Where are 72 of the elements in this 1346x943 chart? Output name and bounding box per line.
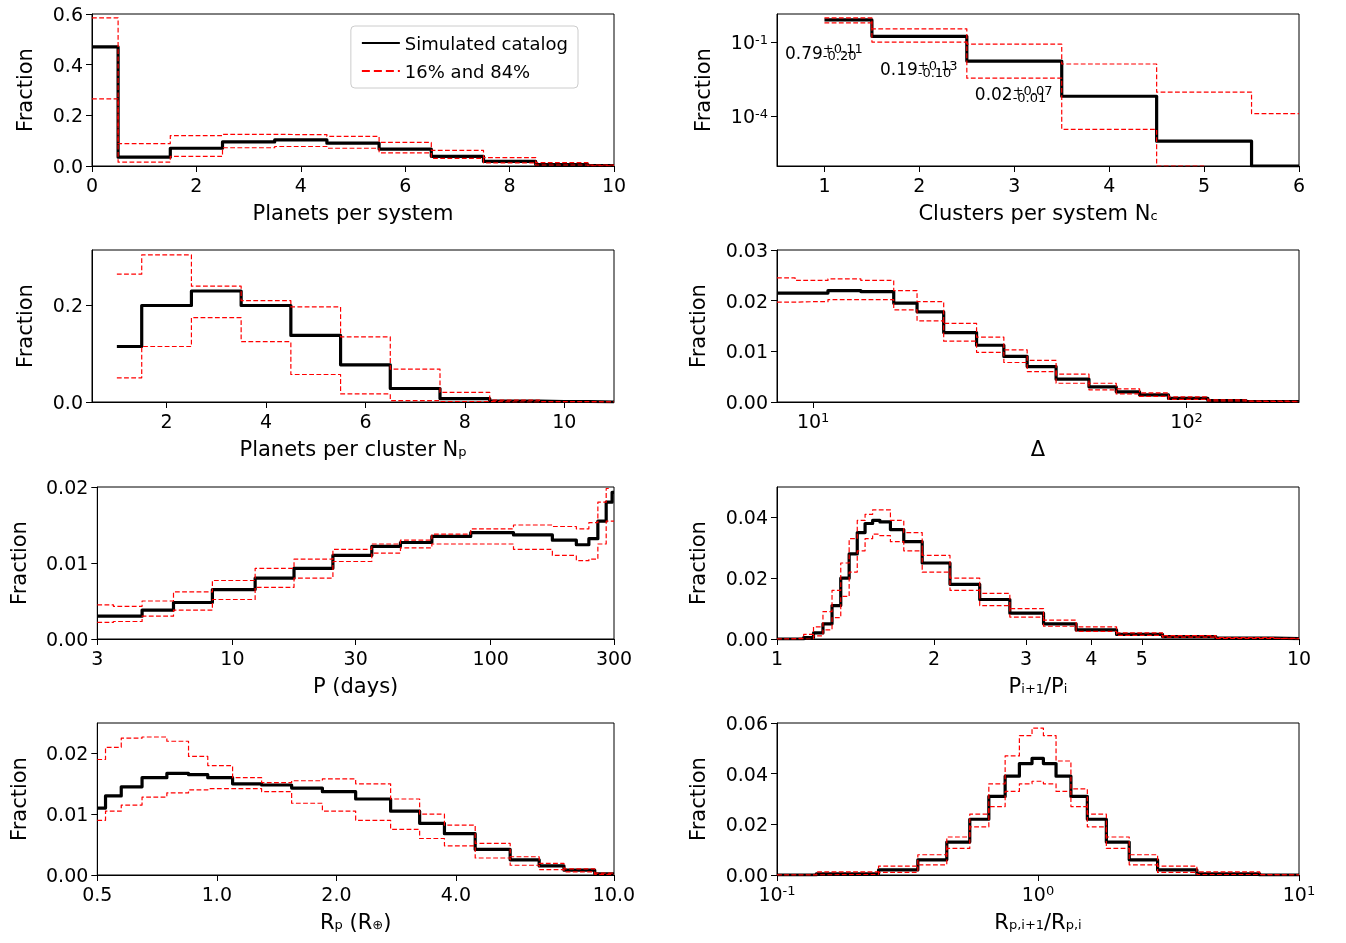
y-tick-label: 0.4: [52, 53, 83, 76]
x-tick-label: 2: [160, 409, 173, 432]
x-tick-label: 6: [1292, 173, 1306, 196]
y-tick-label: 0.02: [725, 567, 769, 590]
x-tick-label: 4: [1085, 646, 1098, 669]
x-tick-label: 5: [1198, 173, 1211, 196]
x-tick-label: 1.0: [201, 882, 232, 905]
y-axis-title: Fraction: [6, 757, 31, 841]
x-tick-label: 10: [220, 646, 245, 669]
y-tick-label: 0.0: [52, 391, 83, 413]
x-tick-label: 4: [294, 173, 307, 196]
y-tick-label: 0.03: [725, 239, 769, 261]
y-tick-label: 0.02: [46, 742, 89, 765]
x-tick-label: 8: [503, 173, 516, 196]
x-tick-label: 2: [928, 646, 941, 669]
x-tick-label: 1: [770, 646, 784, 669]
x-tick-label: 6: [399, 173, 412, 196]
x-axis-title: Pi+1/Pi: [1008, 673, 1068, 698]
y-tick-label: 0.02: [725, 289, 769, 312]
y-tick-label: 0.0: [52, 155, 83, 177]
y-axis-title: Fraction: [686, 521, 711, 605]
x-axis-title: P (days): [313, 673, 399, 698]
x-tick-label: 4: [1103, 173, 1116, 196]
y-tick-label: 0.02: [46, 476, 89, 498]
y-tick-label: 0.2: [52, 294, 83, 317]
x-tick-label: 2: [190, 173, 203, 196]
y-axis-title: Fraction: [13, 284, 38, 368]
y-axis-title: Fraction: [13, 48, 38, 132]
y-axis-title: Fraction: [691, 48, 716, 132]
y-axis-title: Fraction: [6, 521, 31, 605]
y-tick-label: 0.00: [725, 864, 769, 886]
y-tick-label: 0.2: [52, 104, 83, 127]
x-tick-label: 5: [1135, 646, 1148, 669]
x-tick-label: 6: [359, 409, 372, 432]
legend-label: Simulated catalog: [404, 32, 569, 54]
y-tick-label: 0.01: [725, 340, 769, 363]
x-tick-label: 1: [818, 173, 831, 196]
x-axis-title: Planets per system: [252, 200, 454, 225]
x-tick-label: 30: [343, 646, 368, 669]
y-axis-title: Fraction: [686, 284, 711, 368]
x-axis-title: Δ: [1030, 436, 1046, 461]
y-tick-label: 0.01: [46, 803, 89, 826]
y-tick-label: 0.00: [725, 628, 769, 650]
x-tick-label: 10: [601, 173, 627, 196]
x-tick-label: 3: [1020, 646, 1033, 669]
y-tick-label: 0.6: [52, 3, 83, 25]
x-tick-label: 300: [595, 646, 633, 669]
x-tick-label: 8: [458, 409, 471, 432]
y-tick-label: 0.06: [725, 712, 769, 734]
y-axis-title: Fraction: [686, 757, 711, 841]
y-tick-label: 0.02: [725, 813, 769, 836]
x-tick-label: 4.0: [440, 882, 472, 905]
x-tick-label: 3: [1008, 173, 1021, 196]
x-axis-title: Rp (R⊕): [319, 909, 392, 934]
x-tick-label: 4: [259, 409, 273, 432]
x-tick-label: 2.0: [321, 882, 352, 905]
x-axis-title: Planets per cluster Np: [239, 436, 467, 461]
y-tick-label: 0.00: [46, 628, 89, 650]
x-axis-title: Clusters per system Nc: [918, 200, 1158, 225]
x-tick-label: 10: [1286, 646, 1312, 669]
x-tick-label: 10: [552, 409, 577, 432]
x-axis-title: Rp,i+1/Rp,i: [994, 909, 1082, 934]
y-tick-label: 0.04: [725, 506, 769, 529]
y-tick-label: 0.00: [725, 391, 769, 413]
y-tick-label: 0.01: [46, 552, 89, 574]
x-tick-label: 100: [472, 646, 509, 669]
x-tick-label: 3: [91, 646, 104, 669]
x-tick-label: 10.0: [592, 882, 636, 905]
x-tick-label: 0: [85, 173, 99, 196]
legend-label: 16% and 84%: [404, 60, 531, 82]
x-tick-label: 2: [913, 173, 926, 196]
y-tick-label: 0.04: [725, 762, 769, 785]
